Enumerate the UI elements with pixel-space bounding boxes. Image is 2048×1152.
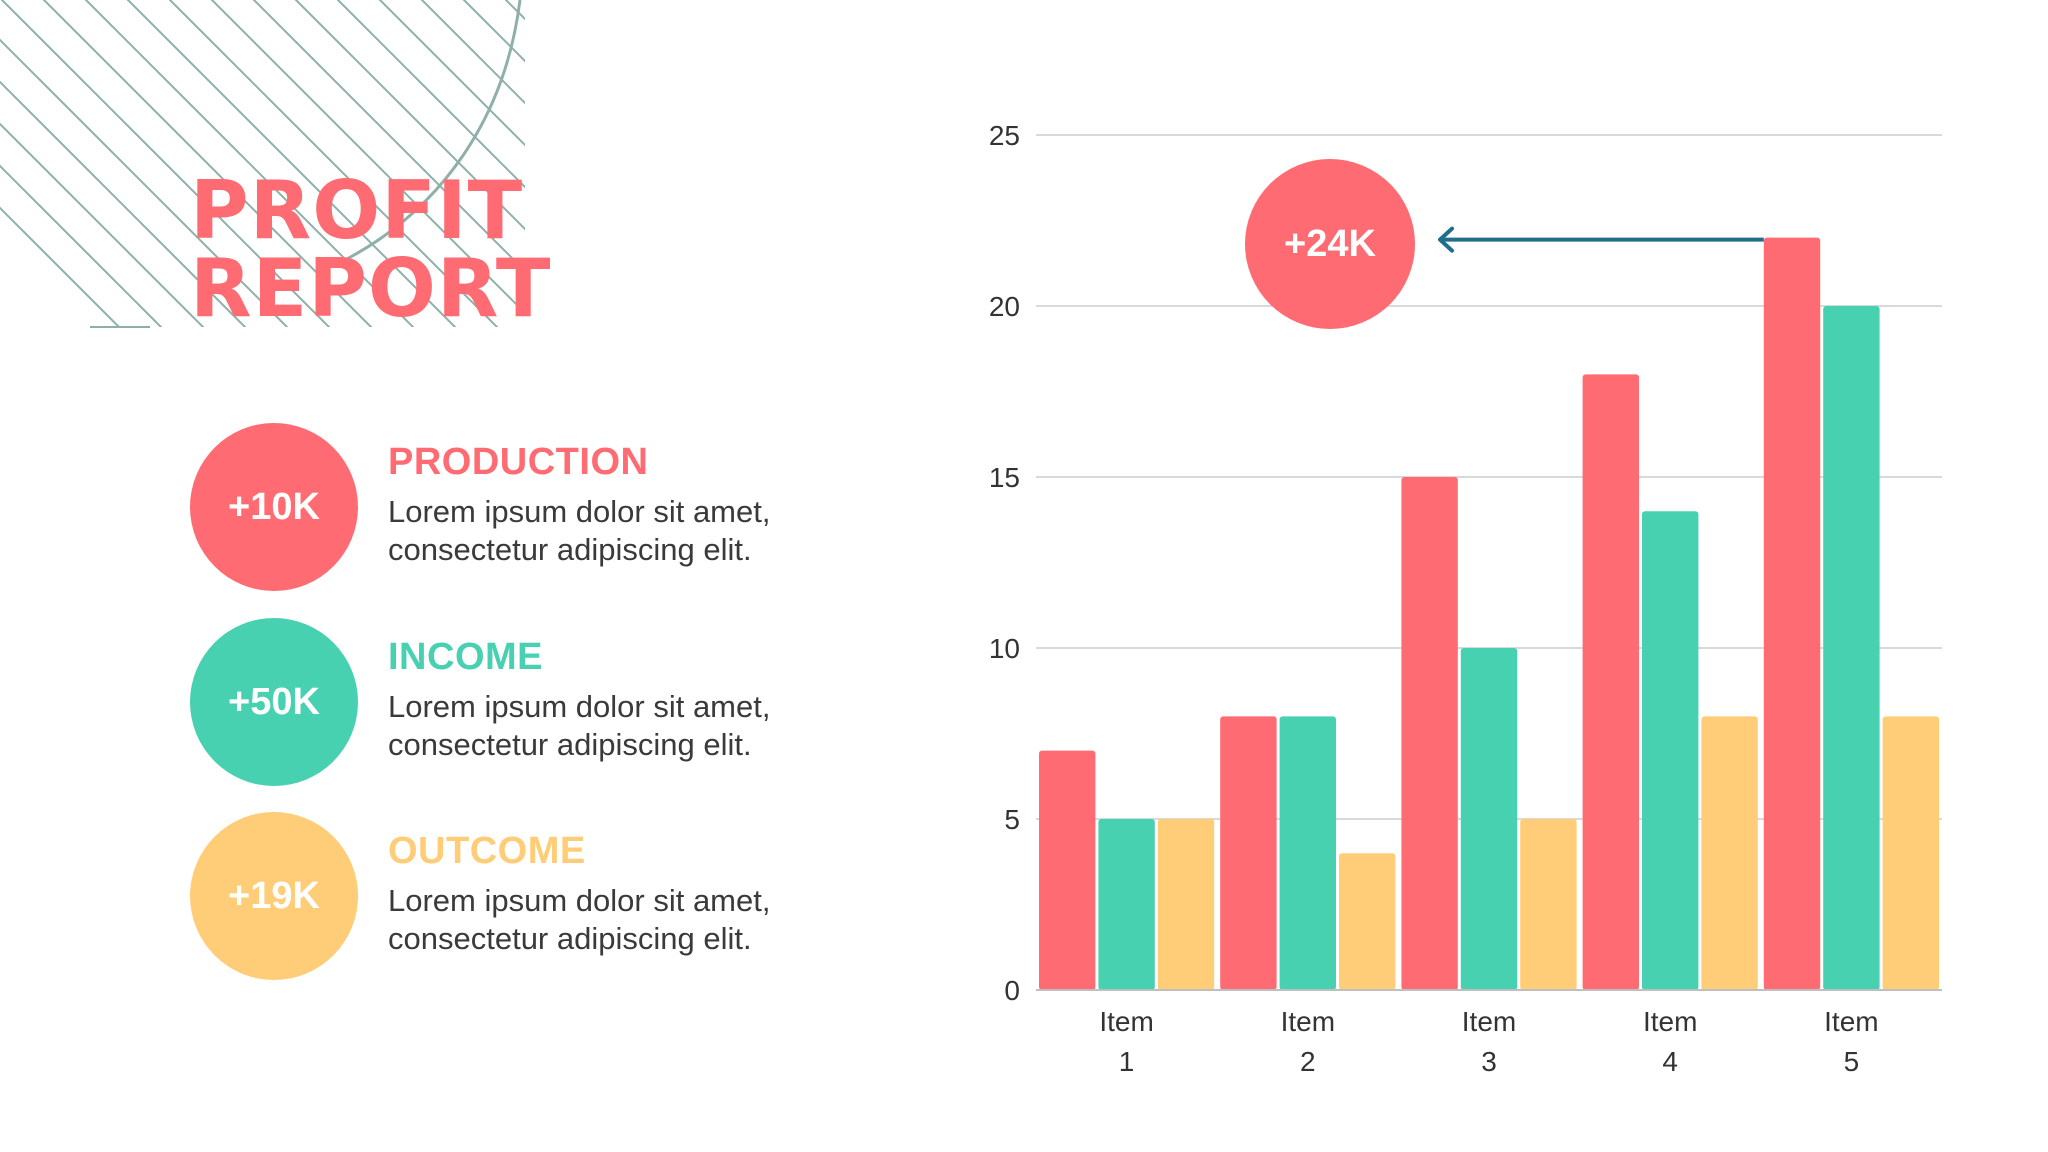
production-label: PRODUCTION [388,441,649,483]
y-tick-label: 25 [989,120,1020,151]
decor-stripe [0,206,121,327]
income-label: INCOME [388,636,543,678]
stat-outcome: +19K OUTCOME Lorem ipsum dolor sit amet,… [190,812,890,982]
bar [1401,477,1458,990]
production-description: Lorem ipsum dolor sit amet, consectetur … [388,494,771,567]
outcome-description: Lorem ipsum dolor sit amet, consectetur … [388,883,771,956]
decor-stripe [0,38,289,327]
callout-badge: +24K [1245,159,1415,329]
x-tick-label: Item [1281,1006,1335,1037]
bar [1882,716,1939,990]
x-tick-label: Item [1643,1006,1697,1037]
bar [1763,237,1821,991]
page-title: PROFIT REPORT [190,164,552,335]
x-tick-label: 1 [1119,1046,1135,1077]
x-tick-label: 5 [1844,1046,1860,1077]
x-tick-label: Item [1099,1006,1153,1037]
x-tick-label: 4 [1662,1046,1678,1077]
decor-stripe [42,0,373,327]
decor-stripe [378,0,525,147]
bar [1701,716,1758,990]
bar [1098,819,1155,990]
decor-stripe [336,0,525,189]
decor-stripe [0,164,163,327]
decor-stripe [420,0,525,105]
decor-stripe [210,0,525,315]
title-line-1: PROFIT [190,164,524,257]
bar [1823,306,1880,990]
callout-arrow-head [1438,226,1454,253]
bar [1039,750,1096,990]
bar [1157,819,1215,990]
decor-stripe [0,0,331,327]
y-tick-label: 15 [989,462,1020,493]
x-tick-label: Item [1462,1006,1516,1037]
income-value-badge: +50K [190,618,358,786]
decor-stripe [84,0,415,327]
decorative-stripes [0,0,525,328]
x-tick-label: Item [1824,1006,1878,1037]
decor-stripe [294,0,525,231]
x-tick-label: 3 [1481,1046,1497,1077]
decor-stripe [0,80,247,327]
bar [1220,716,1277,990]
income-description: Lorem ipsum dolor sit amet, consectetur … [388,689,771,762]
bar [1460,648,1518,990]
y-tick-label: 20 [989,291,1020,322]
outcome-value-badge: +19K [190,812,358,980]
decor-stripe [462,0,525,63]
outcome-label: OUTCOME [388,830,586,872]
decor-stripe [252,0,525,273]
bar [1642,511,1699,990]
decor-stripe [126,0,457,327]
decor-arc [344,0,522,262]
stat-production: +10K PRODUCTION Lorem ipsum dolor sit am… [190,423,890,593]
bar [1520,819,1577,990]
y-tick-label: 0 [1004,975,1020,1006]
title-line-2: REPORT [190,242,552,335]
decor-stripe [168,0,499,327]
stat-income: +50K INCOME Lorem ipsum dolor sit amet, … [190,618,890,788]
decor-stripe [0,122,205,327]
bar [1279,716,1336,990]
production-value-badge: +10K [190,423,358,591]
bar [1339,853,1396,990]
y-tick-label: 10 [989,633,1020,664]
y-tick-label: 5 [1004,804,1020,835]
x-tick-label: 2 [1300,1046,1316,1077]
bar [1582,374,1639,990]
